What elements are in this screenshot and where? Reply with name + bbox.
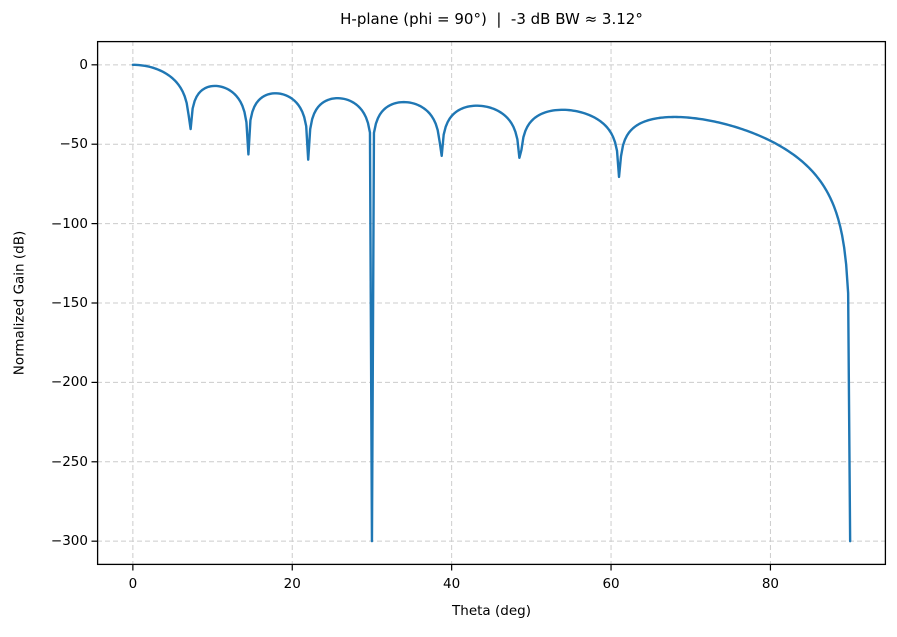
x-tick-label: 80	[761, 576, 780, 592]
y-tick-label: 0	[79, 56, 88, 73]
y-tick-label: −200	[50, 374, 88, 391]
y-tick-label: −300	[50, 533, 88, 550]
chart-title: H-plane (phi = 90°) | -3 dB BW ≈ 3.12°	[340, 10, 643, 28]
pattern-curve	[131, 63, 852, 543]
x-axis-label: Theta (deg)	[452, 603, 531, 619]
x-tick-label: 0	[128, 576, 138, 592]
plot-area	[91, 40, 887, 571]
plot-region	[91, 40, 887, 571]
y-tick-label: −250	[50, 453, 88, 470]
x-tick-label: 40	[443, 576, 461, 592]
y-tick-label: −150	[50, 295, 88, 311]
x-tick-label: 20	[283, 576, 301, 592]
axes-spines	[96, 40, 887, 566]
y-tick-label: −100	[50, 215, 88, 232]
x-tick-label: 60	[602, 576, 620, 592]
y-tick-label: −50	[59, 136, 89, 153]
